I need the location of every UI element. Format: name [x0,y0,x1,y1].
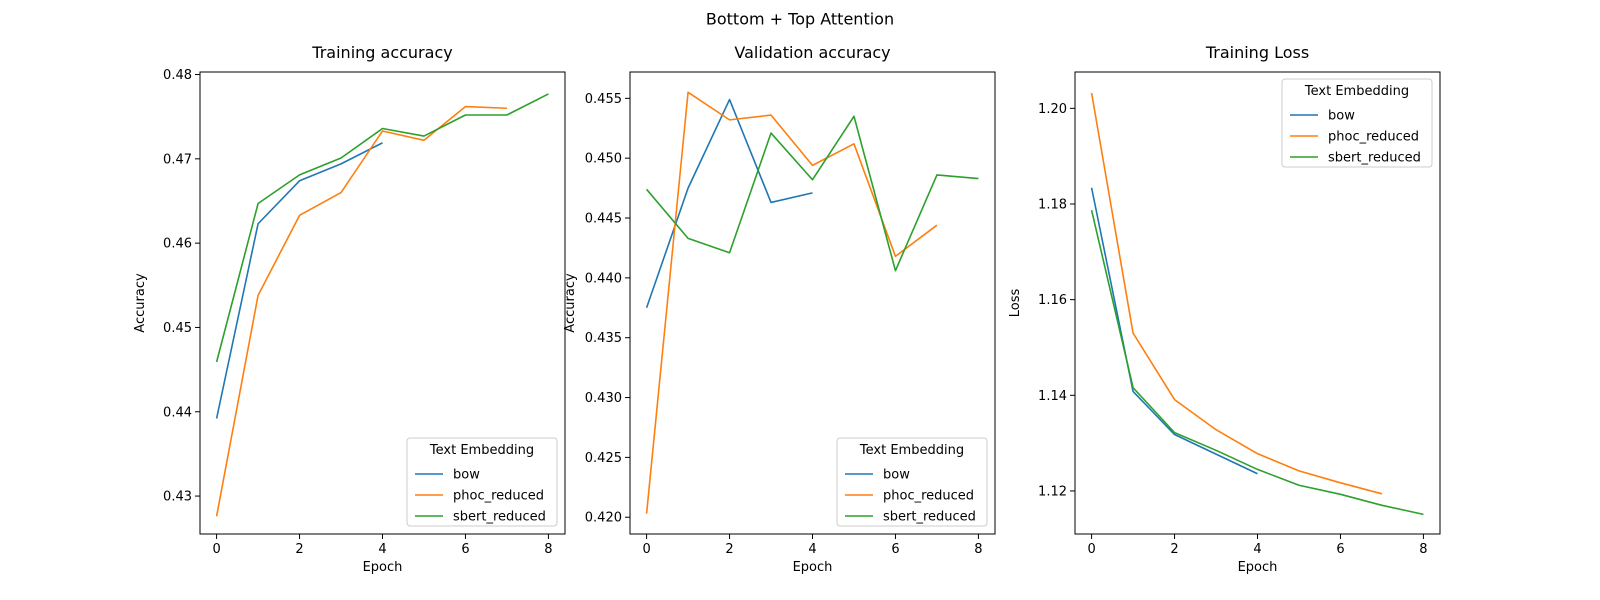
legend-label-sbert-reduced: sbert_reduced [453,510,546,525]
chart-panel-3: Training Loss 0 2 4 6 8 1.12 1.14 1.16 1.18 1.20 Ep… [1008,43,1441,575]
y-tick-label: 1.18 [1038,198,1067,213]
y-tick-label: 0.435 [585,331,622,346]
x-tick-label: 8 [544,542,552,557]
legend-label-bow: bow [1328,109,1355,124]
legend-label-bow: bow [453,468,480,483]
x-tick-label: 2 [725,542,733,557]
x-tick-label: 4 [378,542,386,557]
chart-panel-2: Validation accuracy 0 2 4 6 8 0.420 0.425 0.430 0… [563,43,996,575]
series-line-bow [1090,187,1258,475]
chart-panel-1: Training accuracy 0 2 4 6 8 0.43 0.44 0.45 0.46 0.… [133,43,566,575]
legend-label-phoc-reduced: phoc_reduced [883,489,974,504]
series-line-phoc-reduced [215,105,507,517]
y-tick-label: 0.455 [585,92,622,107]
y-tick-label: 0.48 [163,68,192,83]
plot-frame [199,71,566,535]
x-tick-label: 2 [1170,542,1178,557]
series-line-sbert-reduced [1090,210,1424,516]
legend-box [1281,78,1433,168]
legend-box [836,437,988,527]
x-tick-label: 4 [1253,542,1261,557]
x-tick-label: 6 [1336,542,1344,557]
series-line-phoc-reduced [1090,92,1383,495]
legend-label-sbert-reduced: sbert_reduced [1328,151,1421,166]
legend-title: Text Embedding [429,443,534,458]
series-line-sbert-reduced [645,115,979,272]
y-tick-label: 0.425 [585,451,622,466]
chart-title: Training accuracy [311,43,452,62]
y-tick-label: 0.420 [585,511,622,526]
y-tick-label: 1.12 [1038,484,1067,499]
plot-frame [1074,71,1441,535]
x-axis-label: Epoch [1238,560,1278,575]
y-axis-label: Accuracy [563,273,578,333]
legend-label-bow: bow [883,468,910,483]
chart-title: Training Loss [1205,43,1309,62]
y-axis-label: Accuracy [133,273,148,333]
y-tick-label: 0.440 [585,271,622,286]
series-line-sbert-reduced [215,93,549,363]
legend-title: Text Embedding [859,443,964,458]
legend-box [406,437,558,527]
y-tick-label: 0.430 [585,391,622,406]
legend: Text Embedding bow phoc_reduced sbert_reduc… [406,437,558,527]
legend-label-sbert-reduced: sbert_reduced [883,510,976,525]
y-tick-label: 0.43 [163,490,192,505]
legend-label-phoc-reduced: phoc_reduced [1328,130,1419,145]
legend-label-phoc-reduced: phoc_reduced [453,489,544,504]
series-line-bow [215,142,383,419]
x-axis-label: Epoch [793,560,833,575]
x-tick-label: 0 [212,542,220,557]
y-tick-label: 0.450 [585,152,622,167]
y-tick-label: 1.20 [1038,102,1067,117]
y-tick-label: 1.14 [1038,389,1067,404]
x-axis-label: Epoch [363,560,403,575]
figure-title: Bottom + Top Attention [706,10,894,29]
y-tick-label: 0.47 [163,152,192,167]
x-tick-label: 6 [891,542,899,557]
legend: Text Embedding bow phoc_reduced sbert_reduc… [836,437,988,527]
y-tick-label: 1.16 [1038,293,1067,308]
x-tick-label: 0 [1087,542,1095,557]
y-axis-label: Loss [1008,289,1023,318]
x-tick-label: 8 [1419,542,1427,557]
x-tick-label: 6 [461,542,469,557]
legend-title: Text Embedding [1304,84,1409,99]
x-tick-label: 0 [642,542,650,557]
legend: Text Embedding bow phoc_reduced sbert_reduc… [1281,78,1433,168]
plot-frame [629,71,996,535]
series-line-phoc-reduced [645,91,938,514]
y-tick-label: 0.46 [163,237,192,252]
y-tick-label: 0.445 [585,212,622,227]
x-tick-label: 4 [808,542,816,557]
x-tick-label: 8 [974,542,982,557]
chart-title: Validation accuracy [734,43,890,62]
x-tick-label: 2 [295,542,303,557]
y-tick-label: 0.45 [163,321,192,336]
charts-container: Training accuracy 0 2 4 6 8 0.43 0.44 0.45 0.46 0.… [133,43,1441,575]
y-tick-label: 0.44 [163,405,192,420]
